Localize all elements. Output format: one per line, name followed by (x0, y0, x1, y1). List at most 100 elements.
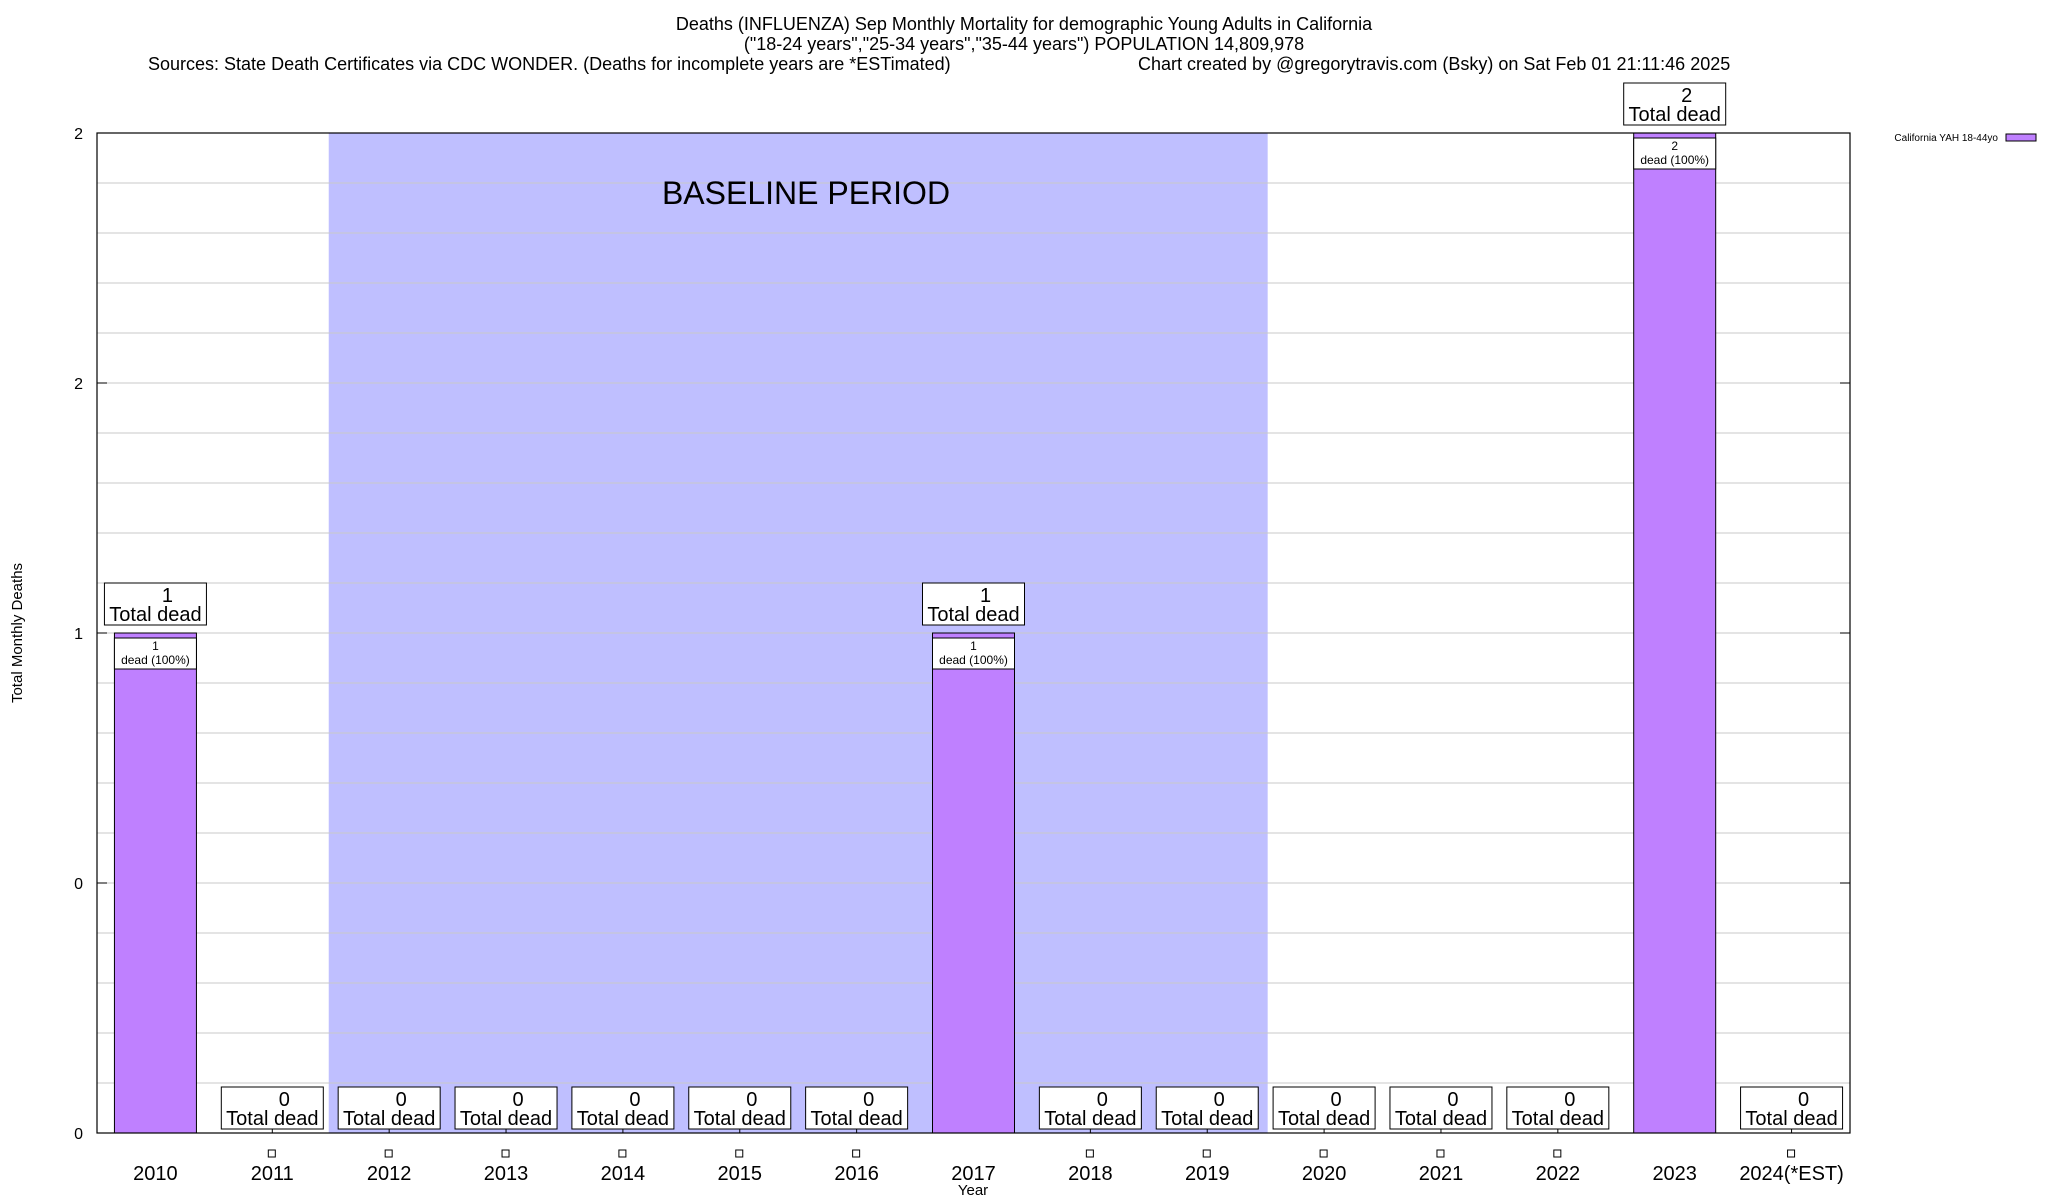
total-label: Total dead (1745, 1108, 1837, 1130)
bar-inner-value: 1 (970, 639, 977, 653)
chart-subtitle: ("18-24 years","25-34 years","35-44 year… (743, 34, 1305, 54)
chart-source: Sources: State Death Certificates via CD… (148, 54, 951, 74)
baseline-period-label: BASELINE PERIOD (662, 175, 950, 211)
total-label-box (1506, 1086, 1610, 1130)
x-tick-label: 2020 (1302, 1163, 1347, 1185)
total-label-box (805, 1086, 909, 1130)
zero-bar-marker (384, 1149, 393, 1158)
total-label: Total dead (694, 1108, 786, 1130)
total-value: 0 (279, 1089, 290, 1111)
zero-bar-marker (501, 1149, 510, 1158)
zero-bar-marker (1319, 1149, 1328, 1158)
y-tick-label: 2 (74, 376, 83, 393)
bar-inner-label: dead (100%) (1640, 153, 1709, 167)
total-label-box (103, 582, 207, 626)
total-label: Total dead (1512, 1108, 1604, 1130)
total-label-box (1272, 1086, 1376, 1130)
total-label: Total dead (1395, 1108, 1487, 1130)
total-label: Total dead (1278, 1108, 1370, 1130)
zero-bar-marker (1436, 1149, 1445, 1158)
zero-bar-marker (852, 1149, 861, 1158)
x-tick-label: 2022 (1536, 1163, 1581, 1185)
bar (1633, 132, 1717, 1134)
y-tick-label: 2 (74, 126, 83, 143)
legend-label: California YAH 18-44yo (1894, 133, 1998, 144)
x-tick-label: 2016 (834, 1163, 879, 1185)
total-label: Total dead (1044, 1108, 1136, 1130)
total-label: Total dead (1161, 1108, 1253, 1130)
total-label: Total dead (226, 1108, 318, 1130)
bar-inner-label: dead (100%) (121, 653, 190, 667)
bar-inner-label-box (932, 637, 1015, 670)
total-label-box (688, 1086, 792, 1130)
bar-inner-label: dead (100%) (939, 653, 1008, 667)
x-tick-label: 2011 (251, 1163, 294, 1185)
zero-bar-marker (618, 1149, 627, 1158)
total-label: Total dead (109, 604, 201, 626)
plot-border (96, 132, 1851, 1134)
chart-title: Deaths (INFLUENZA) Sep Monthly Mortality… (675, 14, 1373, 34)
total-label-box (1389, 1086, 1493, 1130)
total-label-box (220, 1086, 324, 1130)
total-value: 0 (629, 1089, 640, 1111)
y-tick-label: 1 (74, 626, 83, 643)
zero-bar-marker (1202, 1149, 1211, 1158)
x-tick-label: 2014 (601, 1163, 646, 1185)
chart-credit: Chart created by @gregorytravis.com (Bsk… (1138, 54, 1731, 74)
y-tick-label: 0 (74, 1126, 83, 1143)
x-tick-label: 2015 (718, 1163, 763, 1185)
total-label: Total dead (460, 1108, 552, 1130)
x-tick-label: 2021 (1419, 1163, 1464, 1185)
x-tick-label: 2010 (133, 1163, 178, 1185)
zero-bar-marker (1787, 1149, 1796, 1158)
legend-swatch (2005, 133, 2037, 142)
zero-bar-marker (1085, 1149, 1094, 1158)
total-value: 0 (1447, 1089, 1458, 1111)
y-axis-label: Total Monthly Deaths (9, 563, 26, 703)
x-tick-label: 2024(*EST) (1739, 1163, 1844, 1185)
total-label-box (337, 1086, 441, 1130)
total-label-box (1155, 1086, 1259, 1130)
x-tick-label: 2012 (367, 1163, 412, 1185)
total-value: 0 (512, 1089, 523, 1111)
total-value: 2 (1681, 85, 1692, 107)
zero-bar-marker (1553, 1149, 1562, 1158)
total-value: 0 (1564, 1089, 1575, 1111)
total-value: 0 (396, 1089, 407, 1111)
zero-bar-marker (267, 1149, 276, 1158)
total-label-box (571, 1086, 675, 1130)
bar (932, 632, 1015, 1134)
x-tick-label: 2018 (1068, 1163, 1113, 1185)
y-tick-label: 0 (74, 876, 83, 893)
total-value: 0 (746, 1089, 757, 1111)
total-label-box (1740, 1086, 1844, 1130)
x-tick-label: 2013 (484, 1163, 529, 1185)
total-label-box (922, 582, 1025, 626)
total-value: 1 (162, 585, 173, 607)
total-value: 0 (1331, 1089, 1342, 1111)
x-tick-label: 2023 (1652, 1163, 1697, 1185)
bar-inner-label-box (113, 637, 197, 670)
x-axis-label: Year (958, 1182, 988, 1199)
total-label: Total dead (927, 604, 1019, 626)
total-label: Total dead (1629, 104, 1721, 126)
total-value: 0 (1798, 1089, 1809, 1111)
total-label: Total dead (577, 1108, 669, 1130)
total-label-box (1038, 1086, 1142, 1130)
bar-inner-label-box (1633, 137, 1717, 170)
total-label: Total dead (810, 1108, 902, 1130)
total-value: 0 (863, 1089, 874, 1111)
total-value: 0 (1214, 1089, 1225, 1111)
total-label: Total dead (343, 1108, 435, 1130)
total-label-box (1623, 82, 1727, 126)
zero-bar-marker (735, 1149, 744, 1158)
total-value: 1 (980, 585, 991, 607)
bar (113, 632, 197, 1134)
bar-inner-value: 1 (152, 639, 159, 653)
x-tick-label: 2017 (951, 1163, 996, 1185)
total-label-box (454, 1086, 558, 1130)
bar-inner-value: 2 (1671, 139, 1678, 153)
x-tick-label: 2019 (1185, 1163, 1230, 1185)
total-value: 0 (1097, 1089, 1108, 1111)
